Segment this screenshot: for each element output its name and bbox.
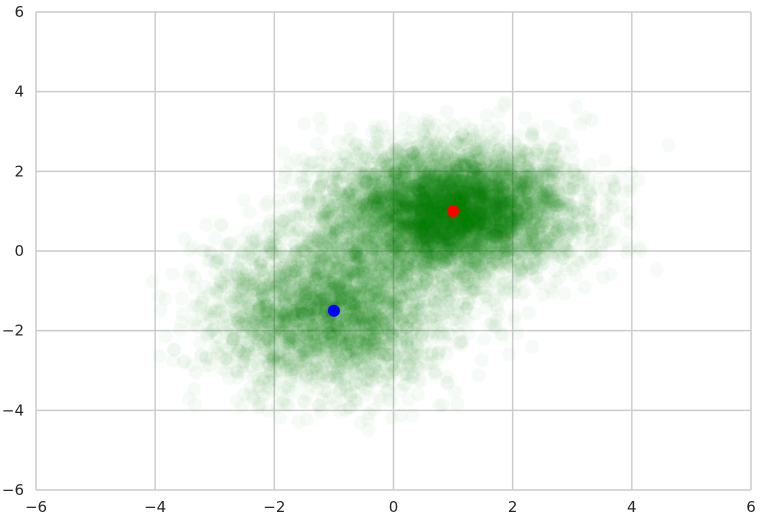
sample-point bbox=[297, 117, 311, 131]
sample-point bbox=[525, 340, 539, 354]
sample-point bbox=[650, 263, 664, 277]
sample-point bbox=[159, 329, 173, 343]
sample-point bbox=[598, 154, 612, 168]
sample-point bbox=[273, 411, 287, 425]
sample-point bbox=[471, 368, 485, 382]
grid bbox=[35, 11, 752, 491]
sample-point bbox=[440, 105, 454, 119]
sample-point bbox=[146, 275, 160, 289]
sample-point bbox=[188, 398, 202, 412]
sample-point bbox=[450, 397, 464, 411]
sample-point bbox=[477, 332, 491, 346]
sample-point bbox=[343, 121, 357, 135]
sample-point bbox=[569, 100, 583, 114]
sample-point bbox=[662, 139, 676, 153]
sample-point bbox=[385, 411, 399, 425]
sample-point bbox=[522, 306, 536, 320]
sample-point bbox=[405, 408, 419, 422]
sample-point bbox=[153, 349, 167, 363]
sample-point bbox=[502, 347, 516, 361]
sample-point bbox=[315, 122, 329, 136]
